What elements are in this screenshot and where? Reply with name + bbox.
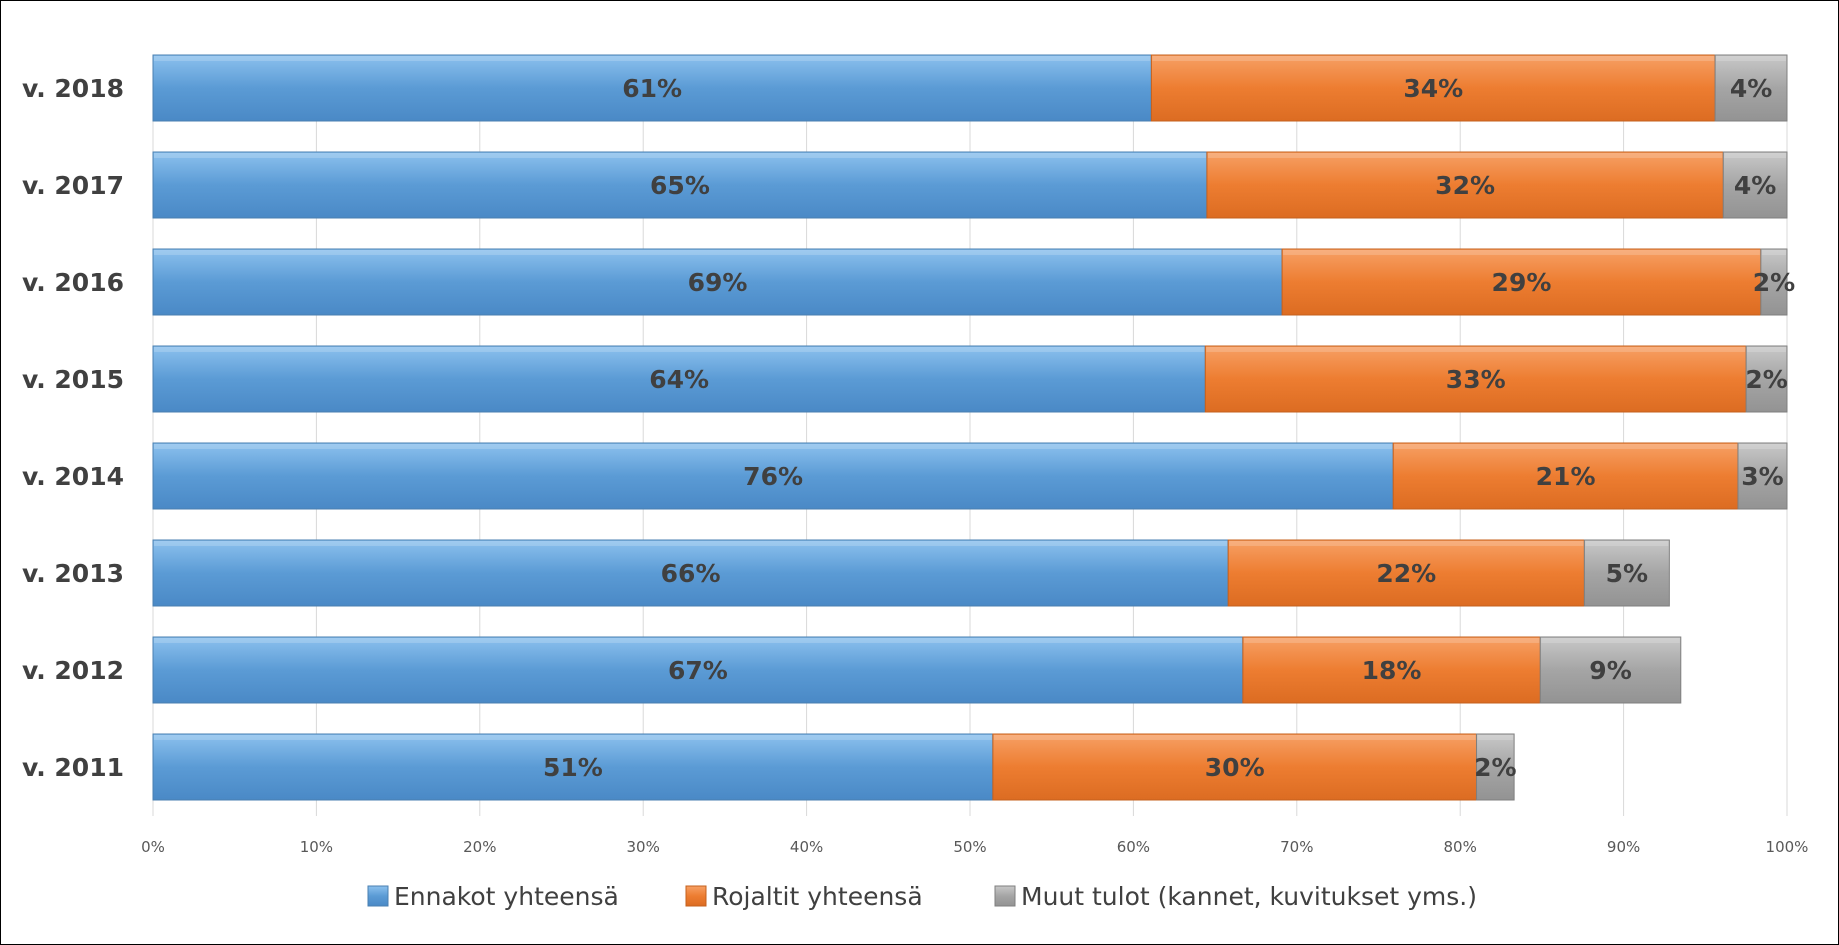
bar-segment-highlight	[154, 347, 1204, 352]
bar-segment-highlight	[1747, 347, 1786, 352]
x-tick-label: 80%	[1444, 838, 1477, 856]
bar-segment-highlight	[1739, 444, 1786, 449]
data-label: 2%	[1474, 753, 1516, 782]
data-label: 64%	[649, 365, 709, 394]
bar-segment-highlight	[1724, 153, 1786, 158]
legend-label: Ennakot yhteensä	[394, 882, 619, 911]
bar-segment-highlight	[154, 541, 1227, 546]
bar-segment-highlight	[1283, 250, 1760, 255]
bar-segment-highlight	[1762, 250, 1786, 255]
data-label: 30%	[1205, 753, 1265, 782]
bar-segment-highlight	[1152, 56, 1714, 61]
bar-segment-highlight	[1244, 638, 1539, 643]
x-tick-label: 70%	[1280, 838, 1313, 856]
bar-segment-highlight	[1229, 541, 1583, 546]
data-label: 51%	[543, 753, 603, 782]
bar-segment-highlight	[154, 444, 1392, 449]
data-label: 21%	[1536, 462, 1596, 491]
data-label: 9%	[1589, 656, 1631, 685]
y-category-label: v. 2013	[22, 559, 124, 588]
data-label: 69%	[688, 268, 748, 297]
data-label: 29%	[1492, 268, 1552, 297]
x-tick-label: 0%	[141, 838, 165, 856]
bar-segment-highlight	[994, 735, 1476, 740]
bar-segment-highlight	[1478, 735, 1514, 740]
data-label: 65%	[650, 171, 710, 200]
x-tick-label: 30%	[627, 838, 660, 856]
y-category-label: v. 2015	[22, 365, 124, 394]
bar-segment-highlight	[1208, 153, 1722, 158]
y-category-label: v. 2016	[22, 268, 124, 297]
data-label: 67%	[668, 656, 728, 685]
bar-segment-highlight	[154, 56, 1150, 61]
legend-label: Muut tulot (kannet, kuvitukset yms.)	[1021, 882, 1477, 911]
legend-label: Rojaltit yhteensä	[712, 882, 923, 911]
y-category-label: v. 2011	[22, 753, 124, 782]
data-label: 66%	[661, 559, 721, 588]
data-label: 2%	[1753, 268, 1795, 297]
data-label: 2%	[1745, 365, 1787, 394]
y-category-label: v. 2018	[22, 74, 124, 103]
y-category-label: v. 2014	[22, 462, 124, 491]
legend-swatch	[686, 886, 706, 906]
data-label: 33%	[1446, 365, 1506, 394]
data-label: 61%	[622, 74, 682, 103]
data-label: 5%	[1606, 559, 1648, 588]
data-label: 3%	[1741, 462, 1783, 491]
y-category-label: v. 2017	[22, 171, 124, 200]
data-label: 34%	[1403, 74, 1463, 103]
bar-segment-highlight	[1585, 541, 1668, 546]
x-tick-label: 40%	[790, 838, 823, 856]
data-label: 76%	[743, 462, 803, 491]
data-label: 18%	[1362, 656, 1422, 685]
legend-swatch	[368, 886, 388, 906]
bar-segment-highlight	[1541, 638, 1680, 643]
bar-segment-highlight	[1206, 347, 1745, 352]
legend-swatch	[995, 886, 1015, 906]
data-label: 32%	[1435, 171, 1495, 200]
bar-segment-highlight	[154, 735, 992, 740]
bar-segment-highlight	[1394, 444, 1737, 449]
x-tick-label: 20%	[463, 838, 496, 856]
data-label: 4%	[1730, 74, 1772, 103]
x-tick-label: 90%	[1607, 838, 1640, 856]
bar-segment-highlight	[154, 250, 1281, 255]
bar-segment-highlight	[154, 638, 1242, 643]
x-tick-label: 60%	[1117, 838, 1150, 856]
data-label: 4%	[1734, 171, 1776, 200]
bar-segment-highlight	[1716, 56, 1786, 61]
x-tick-label: 10%	[300, 838, 333, 856]
x-tick-label: 100%	[1766, 838, 1809, 856]
data-label: 22%	[1376, 559, 1436, 588]
y-category-label: v. 2012	[22, 656, 124, 685]
bar-segment-highlight	[154, 153, 1206, 158]
x-tick-label: 50%	[953, 838, 986, 856]
